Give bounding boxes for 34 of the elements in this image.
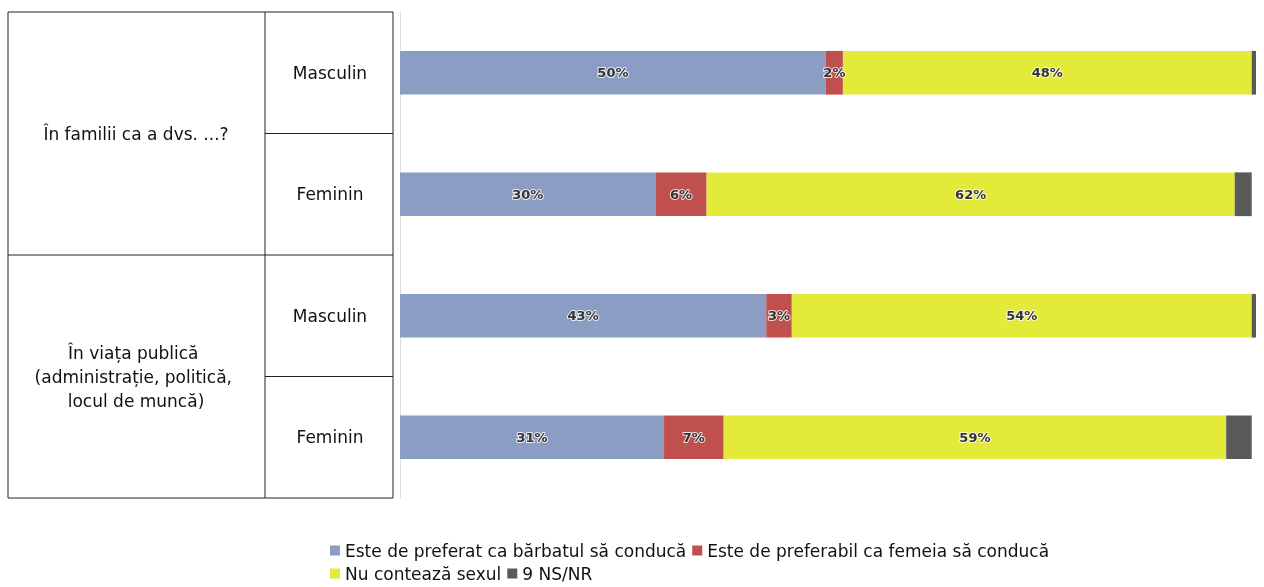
data-label: 30% (512, 186, 544, 202)
bar (791, 293, 1252, 338)
y-tick-label: Masculin (292, 305, 368, 326)
y-tick-label: Feminin (296, 184, 364, 205)
data-label: 43% (567, 308, 599, 324)
bar (723, 415, 1227, 460)
legend-label: Este de preferat ca bărbatul să conducă (345, 540, 687, 561)
bar (400, 293, 767, 338)
bar (1251, 293, 1256, 338)
bar (400, 172, 656, 217)
bar (1234, 172, 1252, 217)
data-label: 31% (516, 429, 548, 445)
bar (664, 415, 724, 460)
legend-label: Este de preferabil ca femeia să conducă (707, 540, 1050, 561)
data-label: 54% (1006, 308, 1038, 324)
data-label: 7% (682, 429, 705, 445)
text: În viața publică (administrație, politică, locul de muncă) (34, 341, 238, 411)
data-label: 3% (767, 308, 791, 324)
y-tick-label: Masculin (292, 62, 368, 83)
bar (400, 50, 826, 95)
data-label: 50% (597, 65, 629, 81)
data-label: 6% (670, 186, 693, 202)
bar (1226, 415, 1252, 460)
bar (706, 172, 1235, 217)
data-label: 48% (1031, 65, 1063, 81)
bar (655, 172, 707, 217)
legend-label: 9 NS/NR (522, 563, 593, 584)
bar (400, 415, 665, 460)
bar (1251, 50, 1256, 95)
data-label: 62% (955, 186, 987, 202)
text: În familii ca a dvs. ...? (42, 122, 229, 144)
legend-label: Nu contează sexul (345, 563, 502, 584)
y-tick-label: Feminin (296, 427, 364, 448)
data-label: 59% (959, 429, 991, 445)
